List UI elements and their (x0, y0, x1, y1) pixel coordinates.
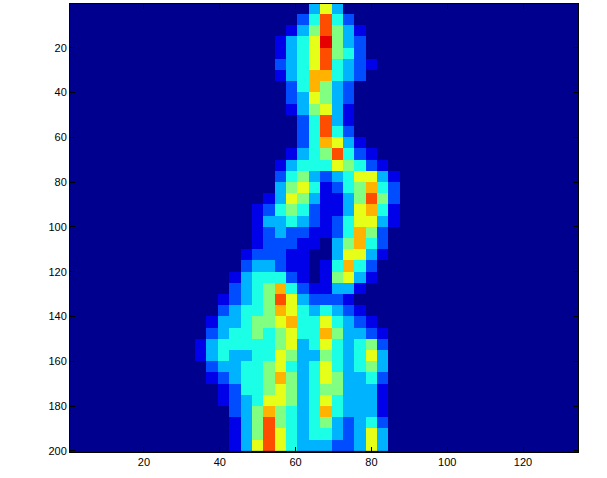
svg-text:40: 40 (55, 86, 67, 98)
svg-text:60: 60 (289, 456, 301, 468)
svg-text:200: 200 (48, 445, 66, 457)
svg-text:180: 180 (48, 400, 66, 412)
svg-text:20: 20 (55, 42, 67, 54)
svg-text:120: 120 (514, 456, 532, 468)
svg-text:60: 60 (55, 131, 67, 143)
svg-text:100: 100 (48, 221, 66, 233)
svg-text:40: 40 (214, 456, 226, 468)
svg-text:140: 140 (48, 310, 66, 322)
svg-text:20: 20 (138, 456, 150, 468)
svg-text:80: 80 (365, 456, 377, 468)
svg-text:80: 80 (55, 176, 67, 188)
svg-text:160: 160 (48, 355, 66, 367)
svg-text:120: 120 (48, 266, 66, 278)
svg-text:100: 100 (438, 456, 456, 468)
